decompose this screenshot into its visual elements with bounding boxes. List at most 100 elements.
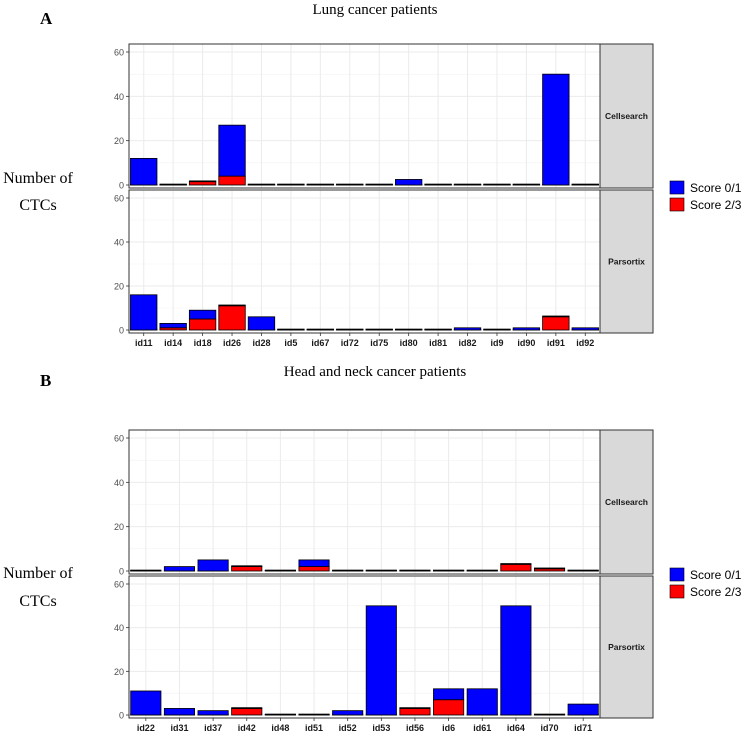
x-tick-label-id14: id14	[164, 338, 182, 348]
bar-id71-score-0-1	[567, 703, 599, 716]
bar-id37-score-0-1	[197, 710, 229, 716]
legend-a-swatch-score-23	[669, 197, 685, 212]
x-tick-label-id70: id70	[541, 723, 559, 733]
bar-id90-score-0-1	[512, 183, 541, 186]
bar-id51-score-0-1	[298, 713, 330, 716]
bar-id92-score-0-1	[571, 327, 599, 331]
bar-id9-score-0-1	[483, 328, 511, 331]
y-tick-label: 60	[114, 580, 124, 590]
bar-id72-score-0-1	[336, 183, 364, 186]
y-tick-label: 20	[114, 667, 124, 677]
x-tick-label-id80: id80	[400, 338, 418, 348]
bar-id61-score-0-1	[466, 569, 498, 572]
x-tick-label-id28: id28	[252, 338, 270, 348]
x-tick-label-id81: id81	[429, 338, 447, 348]
bar-id56-score-2-3	[399, 708, 431, 716]
y-tick-label: 60	[114, 48, 124, 58]
x-tick-label-id31: id31	[170, 723, 188, 733]
bar-id26-score-2-3	[218, 175, 246, 186]
bar-id81-score-0-1	[424, 328, 452, 331]
bar-id26-score-0-1	[218, 124, 246, 177]
bar-id91-score-0-1	[542, 73, 570, 186]
legend-a-label-score-01: Score 0/1	[690, 181, 742, 195]
x-tick-label-id91: id91	[547, 338, 565, 348]
y-tick-label: 0	[119, 567, 124, 577]
panel-b-title: Head and neck cancer patients	[284, 364, 467, 380]
facet-strip-label: Cellsearch	[605, 497, 648, 507]
y-tick-label: 40	[114, 238, 124, 248]
bar-id14-score-0-1	[159, 322, 187, 329]
panel-letter-b: B	[40, 371, 51, 390]
legend-b-label-score-01: Score 0/1	[690, 568, 742, 582]
bar-id80-score-0-1	[395, 328, 423, 331]
x-tick-label-id11: id11	[135, 338, 153, 348]
legend-a: Score 0/1 Score 2/3	[669, 180, 742, 212]
bar-id80-score-0-1	[395, 179, 423, 186]
bar-id64-score-0-1	[500, 563, 532, 565]
bar-id9-score-0-1	[483, 183, 511, 186]
x-tick-label-id48: id48	[271, 723, 289, 733]
bar-id42-score-2-3	[231, 566, 263, 572]
bar-id72-score-0-1	[336, 328, 364, 331]
bar-id18-score-2-3	[188, 181, 217, 186]
bar-id53-score-0-1	[365, 569, 397, 572]
x-tick-label-id51: id51	[305, 723, 323, 733]
bar-id18-score-2-3	[188, 318, 217, 331]
y-tick-label: 60	[114, 434, 124, 444]
legend-b-swatch-score-01	[669, 567, 685, 582]
bar-id56-score-0-1	[399, 707, 431, 709]
legend-b-label-score-23: Score 2/3	[690, 585, 742, 599]
bar-id14-score-0-1	[159, 183, 187, 186]
bar-id22-score-0-1	[130, 569, 162, 572]
x-tick-label-id26: id26	[223, 338, 241, 348]
x-tick-label-id56: id56	[406, 723, 424, 733]
bar-id90-score-0-1	[512, 327, 541, 331]
bar-id6-score-0-1	[433, 569, 465, 572]
panel-b-ylabel-line1: Number of	[3, 565, 73, 582]
bar-id37-score-0-1	[197, 559, 229, 572]
bar-id51-score-0-1	[298, 559, 330, 567]
bar-id52-score-0-1	[332, 569, 364, 572]
bar-id28-score-0-1	[247, 183, 276, 186]
facet-background	[129, 44, 600, 188]
x-tick-label-id18: id18	[194, 338, 212, 348]
bar-id70-score-0-1	[533, 567, 566, 570]
bar-id81-score-0-1	[424, 183, 452, 186]
y-tick-label: 20	[114, 282, 124, 292]
facet-strip-parsortix	[599, 575, 654, 719]
bar-id56-score-0-1	[399, 569, 431, 572]
legend-b-swatch-score-23	[669, 584, 685, 599]
bar-id64-score-0-1	[500, 605, 532, 716]
x-tick-label-id42: id42	[238, 723, 256, 733]
bar-id51-score-2-3	[298, 566, 330, 572]
bar-id11-score-0-1	[130, 157, 158, 186]
panel-b-facet-cellsearch: 0 20 40 60 Cellsearch	[114, 429, 654, 577]
bar-id48-score-0-1	[264, 569, 296, 572]
bar-id64-score-2-3	[500, 563, 532, 572]
x-tick-label-id82: id82	[459, 338, 477, 348]
bar-id53-score-0-1	[365, 605, 397, 716]
legend-b: Score 0/1 Score 2/3	[669, 567, 742, 599]
legend-a-label-score-23: Score 2/3	[690, 198, 742, 212]
x-tick-label-id92: id92	[576, 338, 594, 348]
x-tick-label-id90: id90	[517, 338, 535, 348]
x-tick-label-id5: id5	[284, 338, 297, 348]
bar-id31-score-0-1	[163, 566, 196, 572]
facet-strip-cellsearch	[599, 43, 654, 189]
bar-id91-score-0-1	[542, 315, 570, 318]
bar-id5-score-0-1	[277, 183, 305, 186]
bar-id22-score-0-1	[130, 690, 162, 716]
x-tick-label-id52: id52	[339, 723, 357, 733]
y-tick-label: 20	[114, 522, 124, 532]
bar-id26-score-2-3	[218, 305, 246, 331]
facet-strip-label: Parsortix	[608, 642, 645, 652]
bar-id67-score-0-1	[306, 328, 334, 331]
y-tick-label: 40	[114, 478, 124, 488]
y-tick-label: 20	[114, 136, 124, 146]
bar-id82-score-0-1	[453, 327, 482, 331]
bar-id75-score-0-1	[365, 328, 393, 331]
bar-id11-score-0-1	[130, 294, 158, 331]
bar-id31-score-0-1	[163, 708, 196, 716]
plot-head-neck-cancer: 0 20 40 60 Cellsearch 0 20 40 60 Parsortix id22 id3…	[114, 429, 654, 733]
